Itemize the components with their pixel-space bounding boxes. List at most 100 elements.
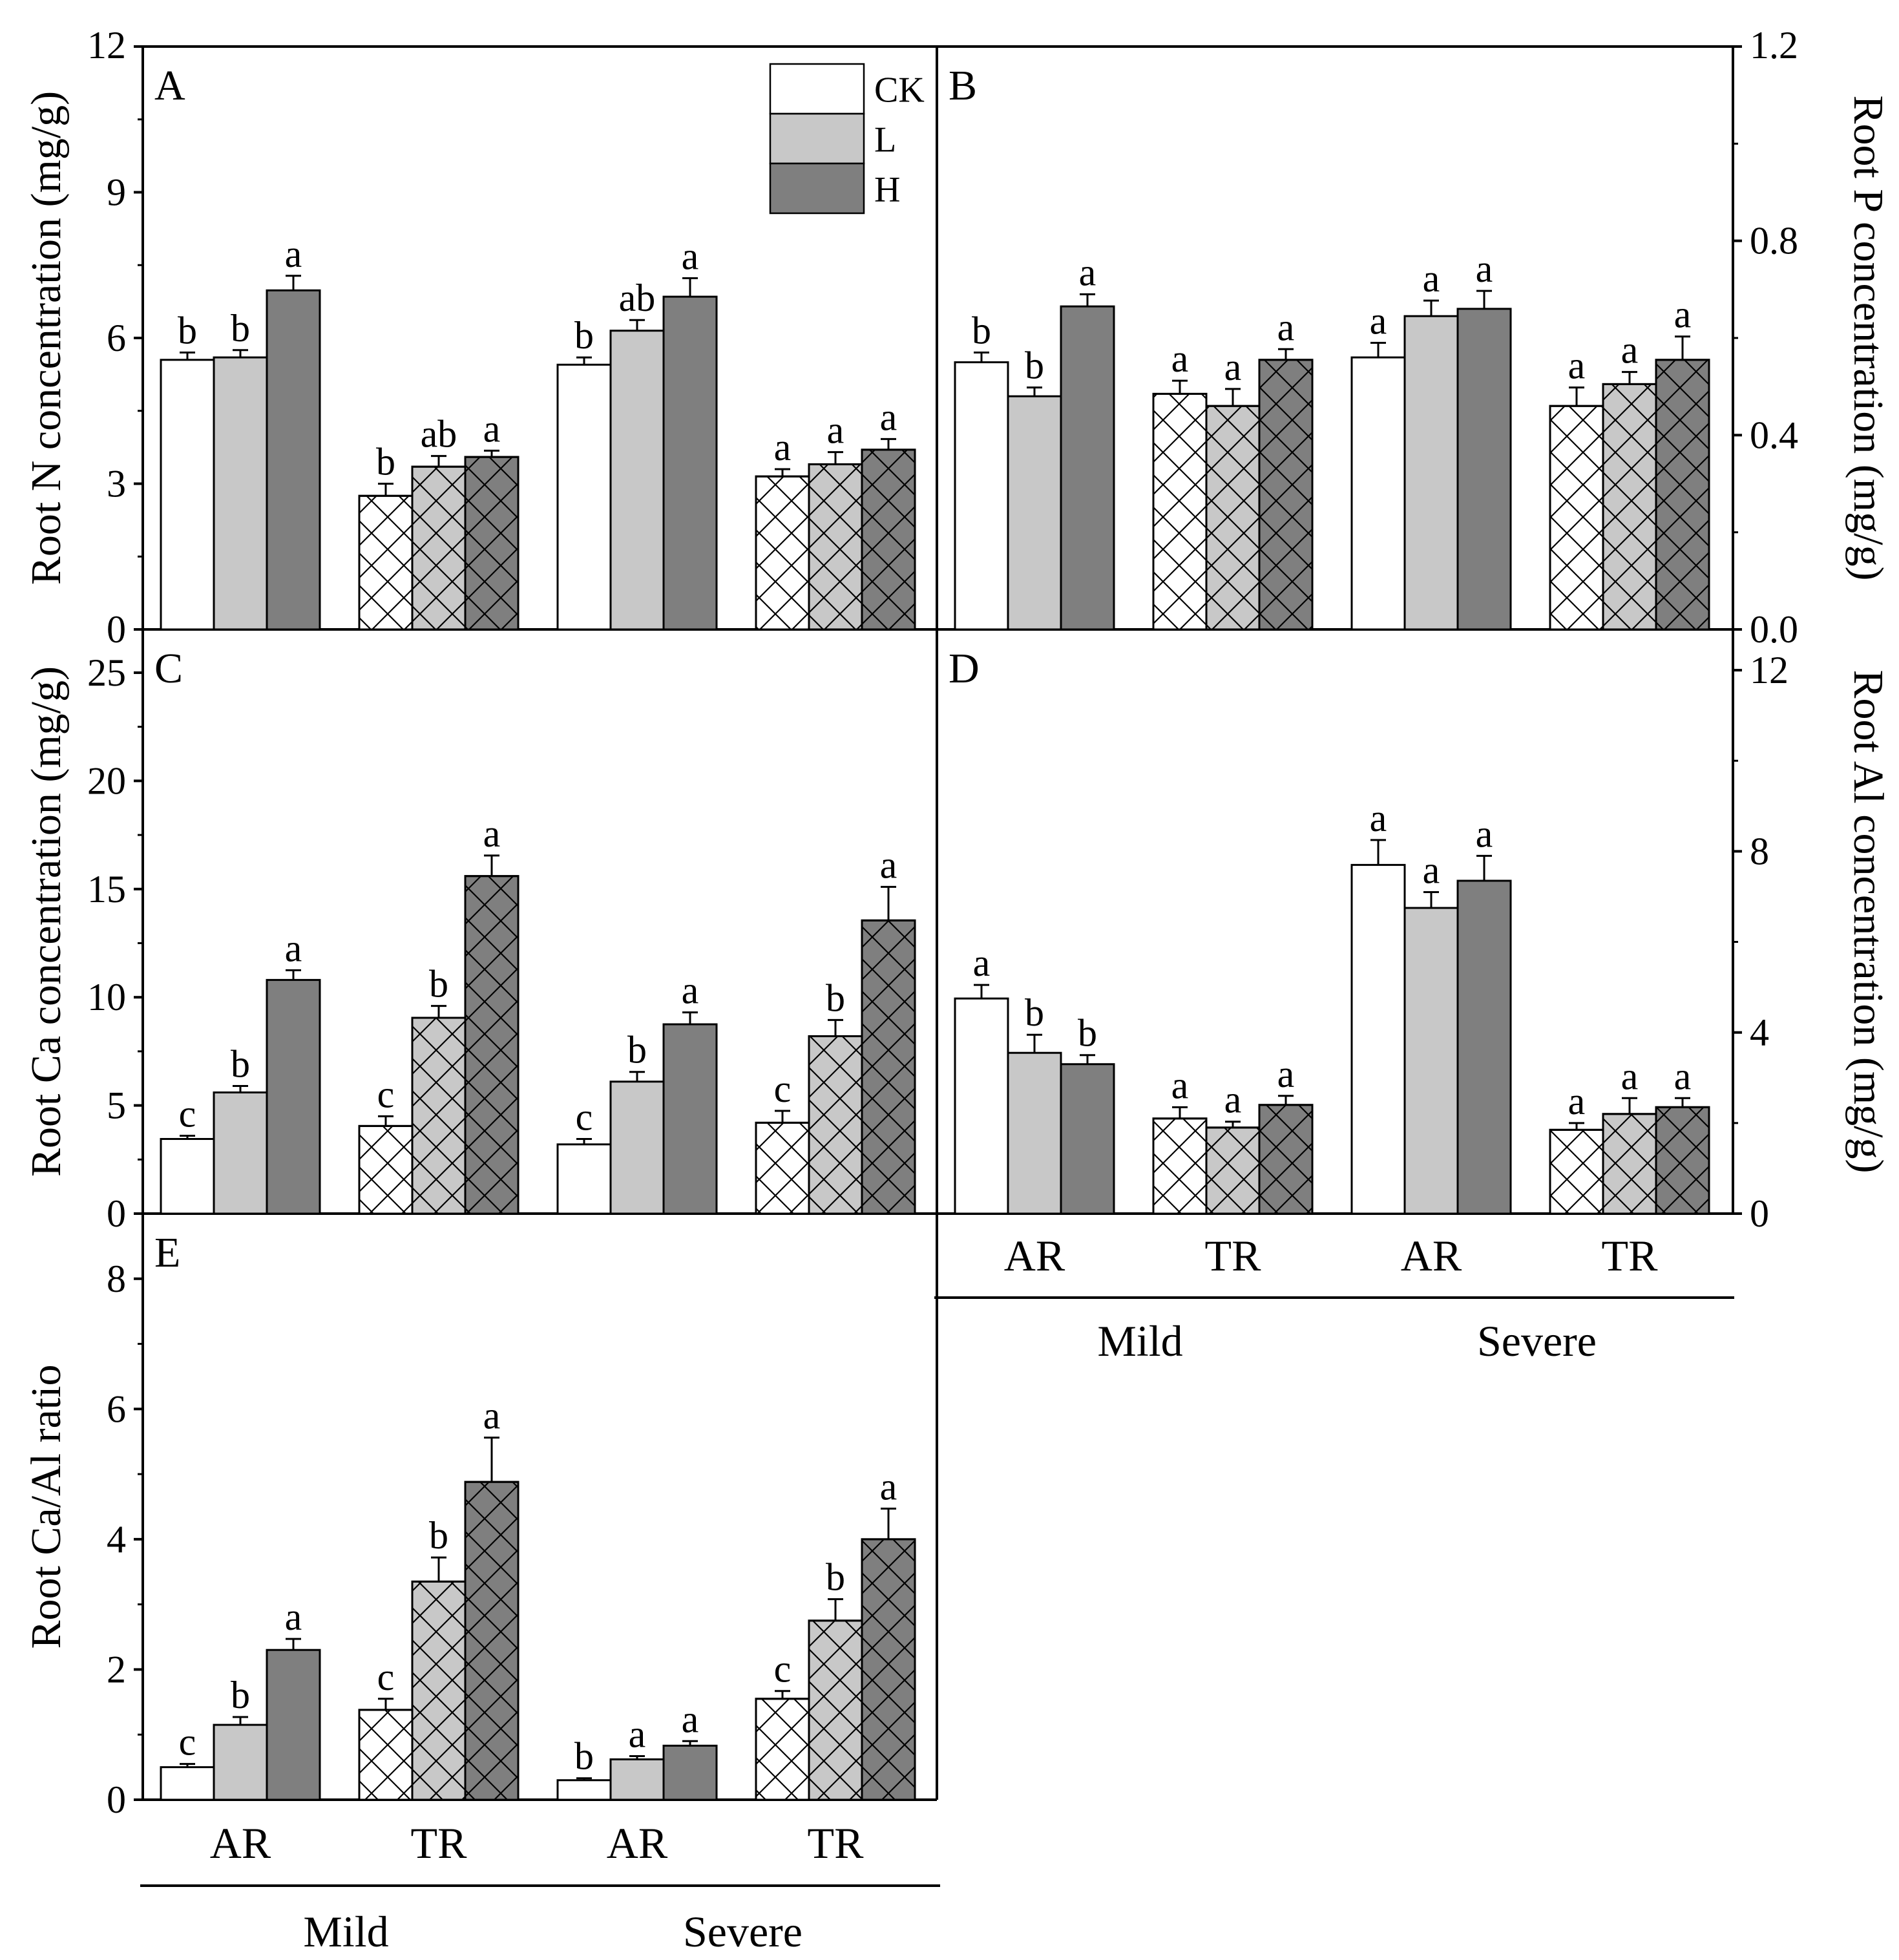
bar-hatch-overlay [755,1121,810,1215]
x-group-label: Mild [1097,1316,1182,1365]
significance-letter: b [231,1674,250,1716]
y-tick-label: 5 [107,1084,126,1127]
bar-hatch-overlay [358,494,414,631]
bar-h-ar [662,1744,718,1801]
panel-label: B [949,62,977,109]
panel-label: D [949,645,980,692]
significance-letter: c [377,1073,395,1115]
bar-hatch-overlay [411,1580,467,1801]
bar-ck-ar [556,363,612,631]
bar-ck-ar [954,361,1009,631]
bar-hatch-overlay [861,448,916,631]
bar-hatch-overlay [464,875,519,1215]
bar-hatch-overlay [808,463,863,631]
bar-hatch-overlay [1549,405,1604,631]
significance-letter: b [231,1042,250,1085]
bar-h-ar [266,978,321,1215]
significance-letter: a [1370,797,1387,839]
significance-letter: a [1568,344,1586,387]
significance-letter: a [1423,848,1440,891]
bar-hatch-overlay [1205,405,1261,631]
bar-ck-ar [1350,356,1406,631]
panel-b: 0.0 0.4 0.8 1.2 Root P concentration (mg/g) B… [936,24,1892,651]
panel-label: E [154,1229,180,1276]
significance-letter: a [1674,293,1692,336]
bar-ck-ar [954,997,1009,1215]
y-tick-label: 1.2 [1750,24,1798,67]
y-tick-label: 20 [87,759,126,802]
significance-letter: b [574,1735,594,1778]
significance-letter: c [377,1656,395,1698]
y-tick-label: 25 [87,651,126,694]
panel-label: C [154,645,183,692]
x-category-label: TR [411,1818,468,1868]
significance-letter: b [972,310,991,352]
x-category-label: AR [1401,1231,1462,1280]
x-axis-groups: AR TR AR TR Mild Severe AR TR AR TR Mild Severe [140,1231,1734,1956]
x-category-label: AR [607,1818,668,1868]
significance-letter: a [1621,329,1639,372]
significance-letter: a [285,927,302,969]
y-tick-label: 8 [1750,830,1769,872]
bar-hatch-overlay [358,1124,414,1215]
x-group-label: Severe [683,1907,803,1956]
bar-l-ar [213,1723,268,1801]
bar-ck-ar [556,1143,612,1215]
bar-hatch-overlay [755,475,810,631]
significance-letter: a [682,235,699,278]
y-tick-label: 8 [107,1258,126,1300]
y-tick-label: 15 [87,868,126,911]
bar-hatch-overlay [808,1035,863,1215]
bar-hatch-overlay [1549,1128,1604,1215]
y-axis-title: Root Al concentration (mg/g) [1845,669,1892,1173]
significance-letter: a [1476,812,1493,855]
significance-letter: b [627,1029,647,1071]
bar-l-ar [213,356,268,631]
significance-letter: a [483,1395,501,1437]
y-tick-label: 0 [107,608,126,651]
x-category-label: TR [808,1818,865,1868]
y-axis-title: Root N concentration (mg/g) [23,91,70,585]
y-axis-title: Root P concentration (mg/g) [1845,96,1892,581]
bar-hatch-overlay [1258,359,1314,631]
bar-l-ar [1403,315,1459,631]
significance-letter: b [826,976,845,1019]
significance-letter: c [179,1721,196,1764]
significance-letter: a [1171,337,1189,380]
bar-hatch-overlay [1258,1104,1314,1215]
bar-hatch-overlay [1602,1113,1657,1215]
bar-hatch-overlay [861,919,916,1215]
y-tick-label: 3 [107,463,126,505]
significance-letter: a [880,843,897,886]
significance-letter: a [774,426,792,469]
bar-h-ar [266,289,321,631]
x-category-label: AR [210,1818,271,1868]
bar-h-ar [1456,880,1512,1215]
y-tick-label: 10 [87,976,126,1018]
significance-letter: c [774,1068,792,1110]
significance-letter: ab [619,277,656,319]
y-tick-label: 4 [107,1518,126,1561]
bar-hatch-overlay [358,1709,414,1801]
y-tick-label: 0.4 [1750,414,1798,456]
bar-l-ar [213,1091,268,1215]
significance-letter: a [285,233,302,275]
bar-h-ar [662,295,718,631]
bar-h-ar [1456,308,1512,631]
legend-swatch-l [769,112,865,165]
y-tick-label: 6 [107,317,126,359]
legend-label: H [874,170,900,210]
y-tick-label: 6 [107,1387,126,1430]
significance-letter: b [429,1514,448,1557]
significance-letter: a [285,1596,302,1638]
bar-h-ar [1060,1063,1115,1215]
x-group-label: Mild [303,1907,388,1956]
x-category-label: TR [1205,1231,1262,1280]
significance-letter: c [576,1095,593,1138]
bar-hatch-overlay [808,1619,863,1801]
bar-h-ar [662,1023,718,1215]
